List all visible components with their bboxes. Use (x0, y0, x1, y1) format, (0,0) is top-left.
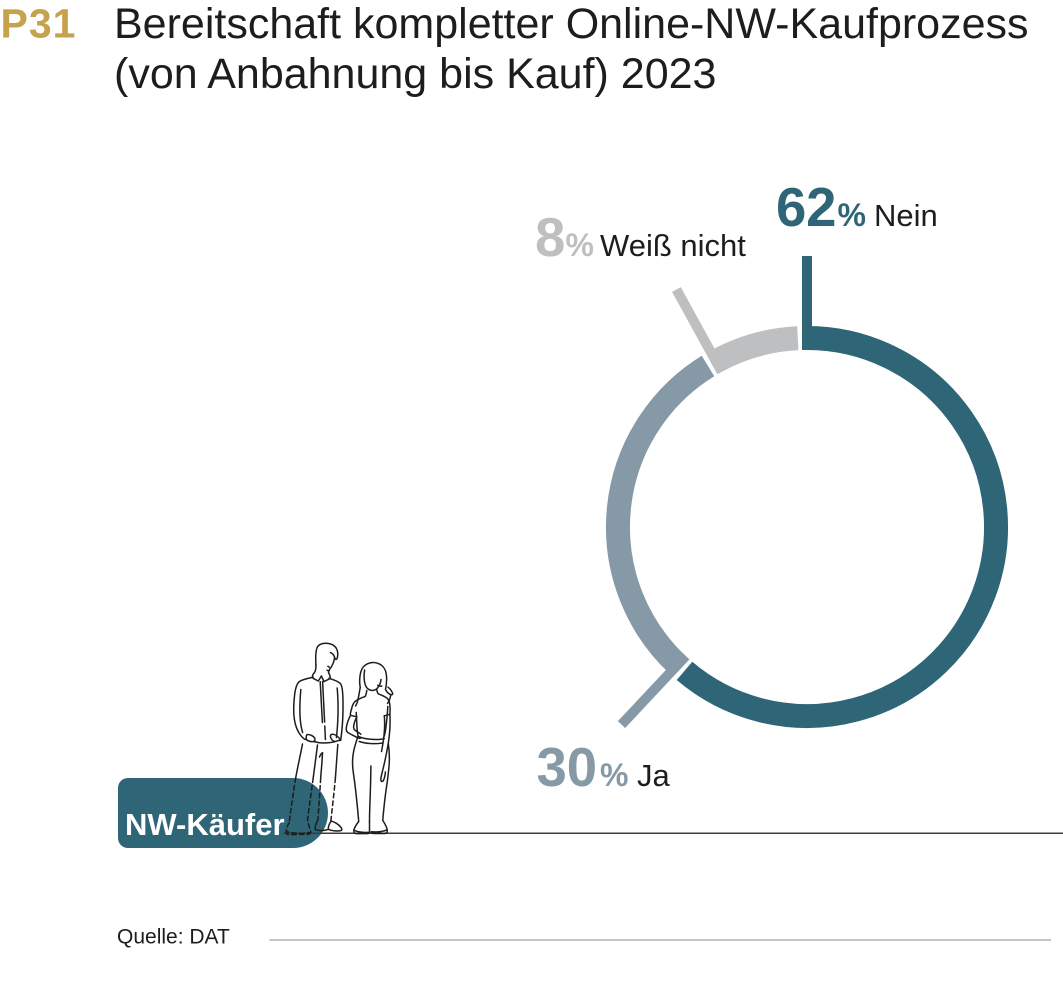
svg-text:Bereitschaft kompletter Online: Bereitschaft kompletter Online-NW-Kaufpr… (114, 0, 1029, 48)
svg-text:(von Anbahnung bis Kauf) 2023: (von Anbahnung bis Kauf) 2023 (114, 50, 716, 98)
svg-text:62: 62 (776, 177, 836, 238)
svg-text:Ja: Ja (637, 758, 671, 793)
svg-text:8: 8 (535, 207, 565, 268)
svg-text:Weiß nicht: Weiß nicht (600, 228, 746, 263)
svg-text:Quelle: DAT: Quelle: DAT (117, 926, 230, 949)
svg-text:%: % (838, 197, 866, 233)
svg-text:30: 30 (537, 737, 598, 798)
svg-text:%: % (600, 757, 628, 793)
svg-text:NW-Käufer: NW-Käufer (125, 807, 285, 842)
svg-text:Nein: Nein (874, 198, 938, 233)
svg-text:P31: P31 (1, 1, 77, 47)
svg-text:%: % (566, 227, 594, 263)
